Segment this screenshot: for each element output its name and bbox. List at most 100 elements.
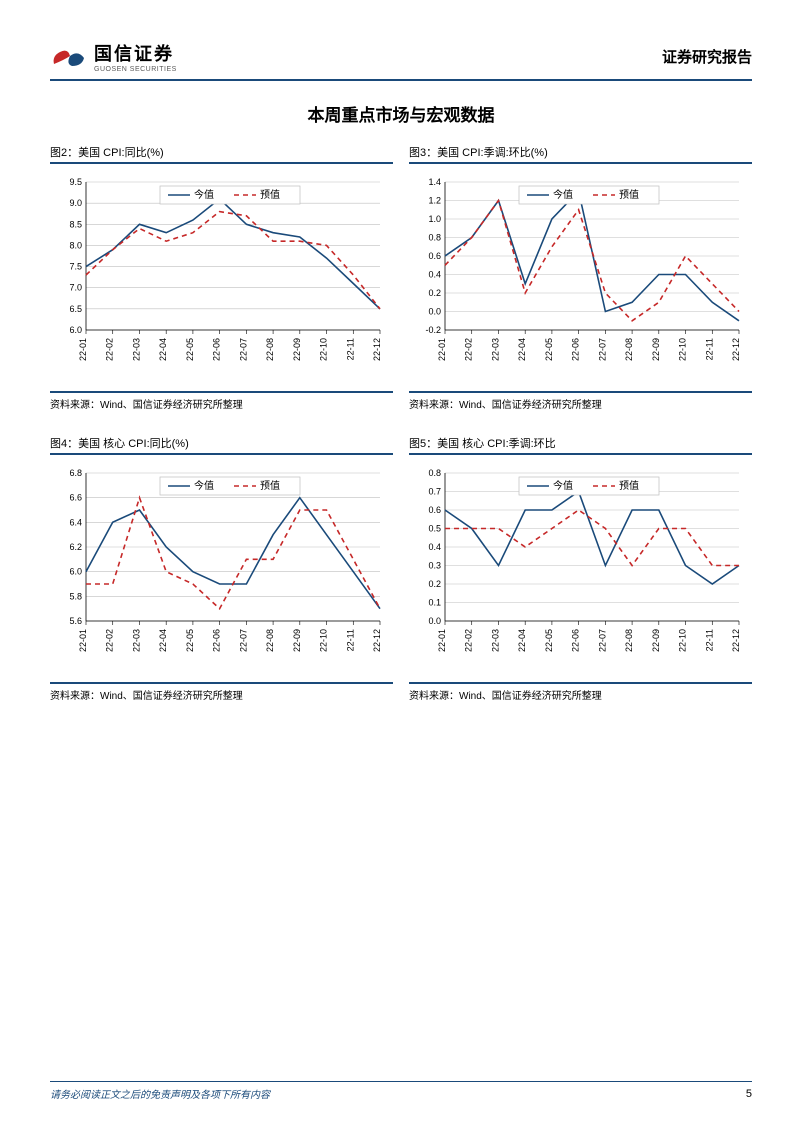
chart4-svg: 5.65.86.06.26.46.66.822-0122-0222-0322-0… [50,461,393,676]
footer-disclaimer: 请务必阅读正文之后的免责声明及各项下所有内容 [50,1086,270,1101]
svg-text:0.4: 0.4 [428,542,441,552]
svg-text:22-01: 22-01 [437,338,447,361]
svg-text:5.6: 5.6 [69,616,82,626]
chart4-block: 图4：美国 核心 CPI:同比(%) 5.65.86.06.26.46.66.8… [50,435,393,702]
svg-text:1.0: 1.0 [428,214,441,224]
chart2-source: 资料来源：Wind、国信证券经济研究所整理 [50,391,393,411]
logo-cn: 国信证券 [94,40,177,66]
chart3-title: 图3：美国 CPI:季调:环比(%) [409,144,752,164]
svg-text:22-06: 22-06 [571,338,581,361]
svg-text:22-01: 22-01 [78,629,88,652]
svg-text:22-04: 22-04 [517,629,527,652]
svg-text:0.0: 0.0 [428,307,441,317]
svg-text:22-09: 22-09 [651,629,661,652]
chart2-title: 图2：美国 CPI:同比(%) [50,144,393,164]
svg-text:22-01: 22-01 [437,629,447,652]
footer-page-no: 5 [746,1088,752,1100]
svg-text:6.6: 6.6 [69,493,82,503]
svg-text:22-04: 22-04 [158,629,168,652]
svg-text:22-11: 22-11 [704,338,714,360]
svg-text:22-07: 22-07 [238,338,248,361]
svg-text:预值: 预值 [260,188,280,201]
svg-text:6.4: 6.4 [69,517,82,527]
svg-text:今值: 今值 [194,188,214,201]
svg-text:0.5: 0.5 [428,524,441,534]
svg-text:今值: 今值 [194,479,214,492]
svg-text:22-06: 22-06 [212,338,222,361]
svg-text:-0.2: -0.2 [425,325,441,335]
svg-text:预值: 预值 [619,188,639,201]
svg-text:22-05: 22-05 [544,629,554,652]
logo-block: 国信证券 GUOSEN SECURITIES [50,40,177,73]
svg-text:22-11: 22-11 [704,629,714,651]
logo-icon [50,42,86,72]
chart3-source: 资料来源：Wind、国信证券经济研究所整理 [409,391,752,411]
chart2-block: 图2：美国 CPI:同比(%) 6.06.57.07.58.08.59.09.5… [50,144,393,411]
svg-text:22-04: 22-04 [517,338,527,361]
chart5-svg: 0.00.10.20.30.40.50.60.70.822-0122-0222-… [409,461,752,676]
svg-text:22-08: 22-08 [265,338,275,361]
svg-text:0.6: 0.6 [428,251,441,261]
logo-text: 国信证券 GUOSEN SECURITIES [94,40,177,73]
svg-text:22-02: 22-02 [105,629,115,652]
svg-text:5.8: 5.8 [69,591,82,601]
svg-text:0.3: 0.3 [428,561,441,571]
svg-text:0.4: 0.4 [428,270,441,280]
svg-text:0.7: 0.7 [428,487,441,497]
svg-text:22-01: 22-01 [78,338,88,361]
svg-text:预值: 预值 [260,479,280,492]
svg-text:22-10: 22-10 [319,629,329,652]
svg-text:22-12: 22-12 [731,629,741,652]
svg-text:今值: 今值 [553,188,573,201]
svg-text:22-10: 22-10 [319,338,329,361]
svg-text:22-03: 22-03 [490,629,500,652]
svg-text:0.8: 0.8 [428,233,441,243]
svg-text:9.0: 9.0 [69,198,82,208]
svg-text:6.0: 6.0 [69,325,82,335]
section-title: 本周重点市场与宏观数据 [50,101,752,126]
svg-text:预值: 预值 [619,479,639,492]
svg-text:0.8: 0.8 [428,468,441,478]
chart5-title: 图5：美国 核心 CPI:季调:环比 [409,435,752,455]
svg-text:22-10: 22-10 [678,338,688,361]
svg-text:22-11: 22-11 [345,338,355,360]
svg-text:22-07: 22-07 [597,338,607,361]
svg-text:22-05: 22-05 [544,338,554,361]
svg-text:22-08: 22-08 [624,629,634,652]
svg-text:6.2: 6.2 [69,542,82,552]
svg-text:22-09: 22-09 [292,338,302,361]
svg-text:22-12: 22-12 [731,338,741,361]
charts-grid: 图2：美国 CPI:同比(%) 6.06.57.07.58.08.59.09.5… [50,144,752,702]
svg-text:22-03: 22-03 [131,629,141,652]
svg-text:1.4: 1.4 [428,177,441,187]
chart4-source: 资料来源：Wind、国信证券经济研究所整理 [50,682,393,702]
svg-text:22-11: 22-11 [345,629,355,651]
svg-text:22-04: 22-04 [158,338,168,361]
svg-text:8.0: 8.0 [69,240,82,250]
svg-text:今值: 今值 [553,479,573,492]
svg-text:22-05: 22-05 [185,629,195,652]
svg-text:6.8: 6.8 [69,468,82,478]
svg-text:1.2: 1.2 [428,196,441,206]
svg-text:22-05: 22-05 [185,338,195,361]
svg-text:22-02: 22-02 [464,338,474,361]
svg-text:0.2: 0.2 [428,579,441,589]
chart2-svg: 6.06.57.07.58.08.59.09.522-0122-0222-032… [50,170,393,385]
svg-text:7.5: 7.5 [69,262,82,272]
svg-text:22-12: 22-12 [372,629,382,652]
svg-text:6.5: 6.5 [69,304,82,314]
svg-text:22-08: 22-08 [624,338,634,361]
svg-text:9.5: 9.5 [69,177,82,187]
svg-text:7.0: 7.0 [69,283,82,293]
svg-text:22-09: 22-09 [651,338,661,361]
svg-text:22-06: 22-06 [212,629,222,652]
svg-text:22-07: 22-07 [238,629,248,652]
logo-en: GUOSEN SECURITIES [94,66,177,73]
svg-text:22-10: 22-10 [678,629,688,652]
svg-text:0.0: 0.0 [428,616,441,626]
chart4-title: 图4：美国 核心 CPI:同比(%) [50,435,393,455]
svg-text:22-02: 22-02 [105,338,115,361]
svg-text:22-02: 22-02 [464,629,474,652]
chart3-block: 图3：美国 CPI:季调:环比(%) -0.20.00.20.40.60.81.… [409,144,752,411]
svg-text:22-03: 22-03 [131,338,141,361]
